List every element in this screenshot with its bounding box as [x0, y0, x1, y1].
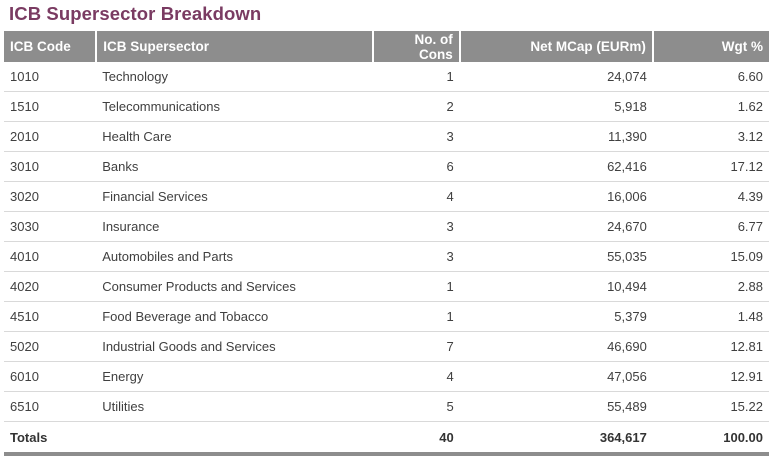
cell-supersector: Consumer Products and Services [96, 271, 373, 302]
cell-cons: 5 [372, 391, 460, 422]
cell-wgt: 6.77 [652, 211, 769, 242]
cell-supersector: Technology [96, 62, 373, 92]
cell-wgt: 1.48 [652, 301, 769, 332]
cell-supersector: Health Care [96, 121, 373, 152]
supersector-table: ICB Code ICB Supersector No. of Cons Net… [4, 31, 769, 456]
totals-row: Totals 40 364,617 100.00 [4, 421, 769, 456]
cell-cons: 2 [372, 91, 460, 122]
cell-mcap: 46,690 [459, 331, 653, 362]
table-body: 1010 Technology 1 24,074 6.60 1510 Telec… [4, 62, 769, 422]
cell-supersector: Utilities [96, 391, 373, 422]
cell-code: 4510 [4, 301, 97, 332]
totals-cons: 40 [372, 421, 460, 456]
cell-mcap: 11,390 [459, 121, 653, 152]
cell-supersector: Energy [96, 361, 373, 392]
cell-supersector: Industrial Goods and Services [96, 331, 373, 362]
cell-cons: 1 [372, 271, 460, 302]
cell-mcap: 16,006 [459, 181, 653, 212]
cell-cons: 7 [372, 331, 460, 362]
cell-cons: 1 [372, 301, 460, 332]
cell-wgt: 15.09 [652, 241, 769, 272]
totals-empty-cell [96, 421, 373, 456]
cell-mcap: 55,035 [459, 241, 653, 272]
cell-supersector: Food Beverage and Tobacco [96, 301, 373, 332]
cell-code: 3030 [4, 211, 97, 242]
header-icb-code: ICB Code [4, 31, 98, 62]
cell-supersector: Banks [96, 151, 373, 182]
table-row: 3010 Banks 6 62,416 17.12 [4, 151, 769, 182]
cell-code: 5020 [4, 331, 97, 362]
table-row: 3030 Insurance 3 24,670 6.77 [4, 211, 769, 242]
cell-mcap: 10,494 [459, 271, 653, 302]
cell-supersector: Automobiles and Parts [96, 241, 373, 272]
header-no-of-cons: No. of Cons [372, 31, 461, 62]
cell-wgt: 3.12 [652, 121, 769, 152]
cell-wgt: 1.62 [652, 91, 769, 122]
cell-cons: 4 [372, 361, 460, 392]
cell-cons: 6 [372, 151, 460, 182]
cell-code: 4010 [4, 241, 97, 272]
cell-supersector: Insurance [96, 211, 373, 242]
cell-code: 3020 [4, 181, 97, 212]
table-row: 4010 Automobiles and Parts 3 55,035 15.0… [4, 241, 769, 272]
totals-wgt: 100.00 [652, 421, 769, 456]
table-footer: Totals 40 364,617 100.00 [4, 421, 769, 456]
table-row: 6010 Energy 4 47,056 12.91 [4, 361, 769, 392]
cell-wgt: 12.81 [652, 331, 769, 362]
table-row: 3020 Financial Services 4 16,006 4.39 [4, 181, 769, 212]
cell-code: 6510 [4, 391, 97, 422]
cell-code: 2010 [4, 121, 97, 152]
cell-mcap: 62,416 [459, 151, 653, 182]
totals-label: Totals [4, 421, 97, 456]
table-row: 2010 Health Care 3 11,390 3.12 [4, 121, 769, 152]
cell-cons: 3 [372, 121, 460, 152]
header-row: ICB Code ICB Supersector No. of Cons Net… [4, 31, 769, 62]
cell-wgt: 2.88 [652, 271, 769, 302]
cell-wgt: 12.91 [652, 361, 769, 392]
table-row: 4020 Consumer Products and Services 1 10… [4, 271, 769, 302]
cell-mcap: 55,489 [459, 391, 653, 422]
cell-wgt: 17.12 [652, 151, 769, 182]
cell-code: 6010 [4, 361, 97, 392]
header-icb-supersector: ICB Supersector [96, 31, 374, 62]
cell-wgt: 4.39 [652, 181, 769, 212]
cell-mcap: 47,056 [459, 361, 653, 392]
cell-cons: 4 [372, 181, 460, 212]
cell-supersector: Financial Services [96, 181, 373, 212]
cell-mcap: 24,074 [459, 62, 653, 92]
cell-cons: 3 [372, 211, 460, 242]
cell-code: 1010 [4, 62, 97, 92]
cell-code: 1510 [4, 91, 97, 122]
header-net-mcap: Net MCap (EURm) [459, 31, 654, 62]
cell-wgt: 15.22 [652, 391, 769, 422]
cell-wgt: 6.60 [652, 62, 769, 92]
header-weight-pct: Wgt % [652, 31, 769, 62]
table-row: 5020 Industrial Goods and Services 7 46,… [4, 331, 769, 362]
cell-mcap: 5,379 [459, 301, 653, 332]
table-header: ICB Code ICB Supersector No. of Cons Net… [4, 31, 769, 62]
totals-mcap: 364,617 [459, 421, 653, 456]
cell-mcap: 24,670 [459, 211, 653, 242]
cell-supersector: Telecommunications [96, 91, 373, 122]
table-row: 1510 Telecommunications 2 5,918 1.62 [4, 91, 769, 122]
cell-mcap: 5,918 [459, 91, 653, 122]
cell-code: 3010 [4, 151, 97, 182]
page-title: ICB Supersector Breakdown [9, 3, 262, 24]
cell-code: 4020 [4, 271, 97, 302]
cell-cons: 3 [372, 241, 460, 272]
cell-cons: 1 [372, 62, 460, 92]
table-row: 1010 Technology 1 24,074 6.60 [4, 62, 769, 92]
table-row: 6510 Utilities 5 55,489 15.22 [4, 391, 769, 422]
table-row: 4510 Food Beverage and Tobacco 1 5,379 1… [4, 301, 769, 332]
